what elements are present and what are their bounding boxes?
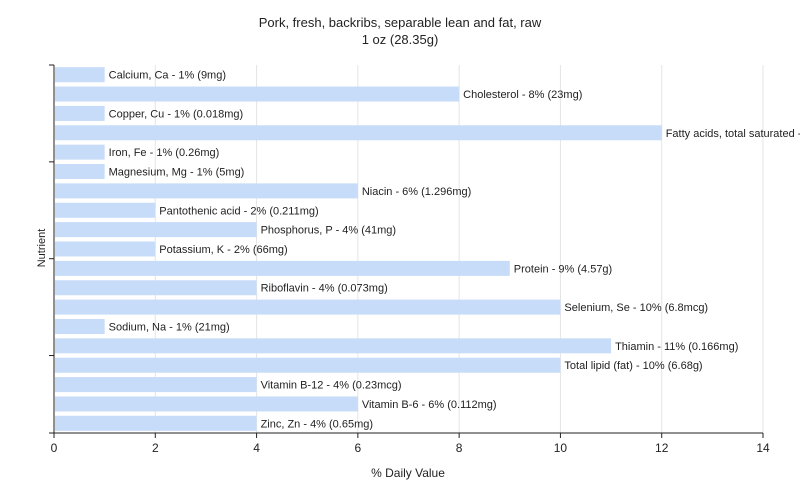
bar-label: Pantothenic acid - 2% (0.211mg) bbox=[159, 205, 318, 217]
bar bbox=[55, 280, 257, 296]
x-tick-label: 6 bbox=[355, 441, 362, 455]
bar-label: Phosphorus, P - 4% (41mg) bbox=[261, 225, 397, 237]
bar bbox=[55, 202, 156, 218]
x-tick-label: 12 bbox=[655, 441, 669, 455]
bar-label: Calcium, Ca - 1% (9mg) bbox=[109, 70, 226, 82]
bar bbox=[55, 338, 612, 354]
bar-label: Zinc, Zn - 4% (0.65mg) bbox=[261, 418, 373, 430]
bar bbox=[55, 241, 156, 257]
chart-subtitle: 1 oz (28.35g) bbox=[361, 32, 439, 47]
x-tick-label: 4 bbox=[253, 441, 260, 455]
bar-label: Iron, Fe - 1% (0.26mg) bbox=[109, 147, 220, 159]
y-axis-label: Nutrient bbox=[36, 229, 48, 268]
bar bbox=[55, 164, 105, 180]
bar-label: Total lipid (fat) - 10% (6.68g) bbox=[564, 360, 702, 372]
bar-label: Fatty acids, total saturated - 12% (2.47… bbox=[666, 128, 800, 140]
bar-label: Magnesium, Mg - 1% (5mg) bbox=[109, 167, 245, 179]
x-tick-label: 2 bbox=[152, 441, 159, 455]
bars bbox=[55, 67, 662, 431]
bar-label: Vitamin B-12 - 4% (0.23mcg) bbox=[261, 380, 402, 392]
x-tick-label: 10 bbox=[554, 441, 568, 455]
bar-label: Selenium, Se - 10% (6.8mcg) bbox=[564, 302, 708, 314]
bar bbox=[55, 357, 561, 373]
bar-label: Potassium, K - 2% (66mg) bbox=[159, 244, 287, 256]
axes bbox=[49, 64, 763, 434]
bar-label: Niacin - 6% (1.296mg) bbox=[362, 186, 471, 198]
bar bbox=[55, 260, 510, 276]
bar-label: Protein - 9% (4.57g) bbox=[514, 263, 612, 275]
bar-label: Riboflavin - 4% (0.073mg) bbox=[261, 283, 388, 295]
bar-label: Sodium, Na - 1% (21mg) bbox=[109, 321, 230, 333]
bar bbox=[55, 105, 105, 121]
x-tick-label: 0 bbox=[51, 441, 58, 455]
bar bbox=[55, 86, 460, 102]
bar-label: Cholesterol - 8% (23mg) bbox=[463, 89, 582, 101]
bar bbox=[55, 67, 105, 83]
bar-labels: Calcium, Ca - 1% (9mg) Cholesterol - 8% (… bbox=[109, 70, 800, 431]
bar-label: Thiamin - 11% (0.166mg) bbox=[615, 341, 738, 353]
bar-label: Vitamin B-6 - 6% (0.112mg) bbox=[362, 399, 497, 411]
bar-label: Copper, Cu - 1% (0.018mg) bbox=[109, 108, 244, 120]
x-tick-label: 8 bbox=[456, 441, 463, 455]
bar bbox=[55, 396, 358, 412]
bar bbox=[55, 415, 257, 431]
bar bbox=[55, 222, 257, 238]
bar bbox=[55, 318, 105, 334]
x-ticks: 0 2 4 6 8 10 12 14 bbox=[51, 433, 770, 455]
bar bbox=[55, 299, 561, 315]
bar bbox=[55, 183, 358, 199]
x-axis-label: % Daily Value bbox=[371, 466, 445, 480]
chart-title: Pork, fresh, backribs, separable lean an… bbox=[258, 15, 542, 30]
bar bbox=[55, 125, 662, 141]
bar bbox=[55, 144, 105, 160]
x-tick-label: 14 bbox=[756, 441, 770, 455]
bar bbox=[55, 377, 257, 393]
